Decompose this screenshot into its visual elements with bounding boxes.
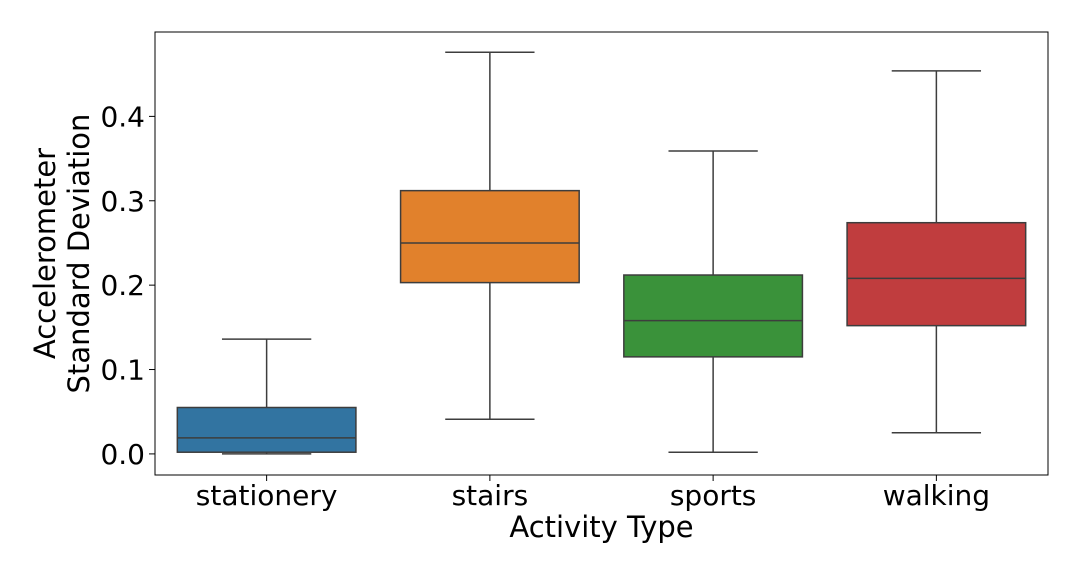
box-stationery xyxy=(176,338,357,455)
x-axis-label: Activity Type xyxy=(509,510,693,544)
plot-frame xyxy=(154,31,1049,476)
box-walking xyxy=(846,70,1027,434)
y-axis-label-line-2: Standard Deviation xyxy=(62,114,96,394)
y-tick-label: 0.0 xyxy=(100,438,145,471)
interquartile-box xyxy=(176,406,357,453)
y-tick-label: 0.3 xyxy=(100,185,145,218)
interquartile-box xyxy=(623,274,804,358)
interquartile-box xyxy=(846,221,1027,327)
y-tick-label: 0.2 xyxy=(100,269,145,302)
x-tick-label: stairs xyxy=(452,479,529,512)
y-tick-label: 0.4 xyxy=(100,100,145,133)
box-stairs xyxy=(399,51,580,421)
x-tick-label: walking xyxy=(883,479,990,512)
y-axis-label-line-1: Accelerometer xyxy=(28,148,62,359)
x-tick-label: stationery xyxy=(196,479,338,512)
x-axis: stationery stairs sports walking xyxy=(196,475,990,512)
y-axis: 0.0 0.1 0.2 0.3 0.4 xyxy=(100,100,155,471)
y-tick-label: 0.1 xyxy=(100,354,145,387)
interquartile-box xyxy=(399,189,580,284)
box-sports xyxy=(623,150,804,453)
boxes-layer xyxy=(176,51,1027,455)
x-tick-label: sports xyxy=(670,479,757,512)
